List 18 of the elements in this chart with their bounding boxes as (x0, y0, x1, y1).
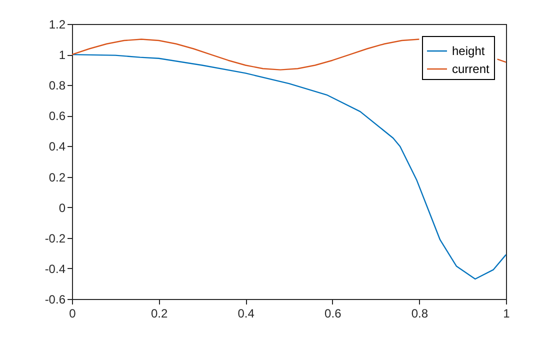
y-tick-label: -0.2 (44, 231, 66, 246)
y-tick-label: 1.2 (48, 18, 66, 32)
x-tick-label: 0.8 (411, 306, 428, 320)
x-tick-label: 0.2 (150, 306, 168, 320)
y-tick-label: -0.4 (44, 262, 66, 276)
legend-label: current (452, 62, 490, 76)
y-tick-label: 0.2 (48, 170, 66, 184)
y-tick-label: 0.4 (48, 140, 66, 154)
y-tick-label: 1 (58, 48, 66, 62)
y-tick-label: 0.6 (48, 109, 66, 124)
x-tick-label: 0.6 (324, 306, 342, 320)
y-tick-label: 0 (58, 200, 66, 215)
x-tick-label: 0.4 (238, 306, 255, 320)
y-tick-label: -0.6 (44, 292, 66, 306)
x-tick-label: 1 (503, 306, 510, 320)
legend-label: height (452, 44, 486, 58)
x-tick-label: 0 (69, 306, 76, 320)
y-tick-label: 0.8 (48, 78, 66, 93)
